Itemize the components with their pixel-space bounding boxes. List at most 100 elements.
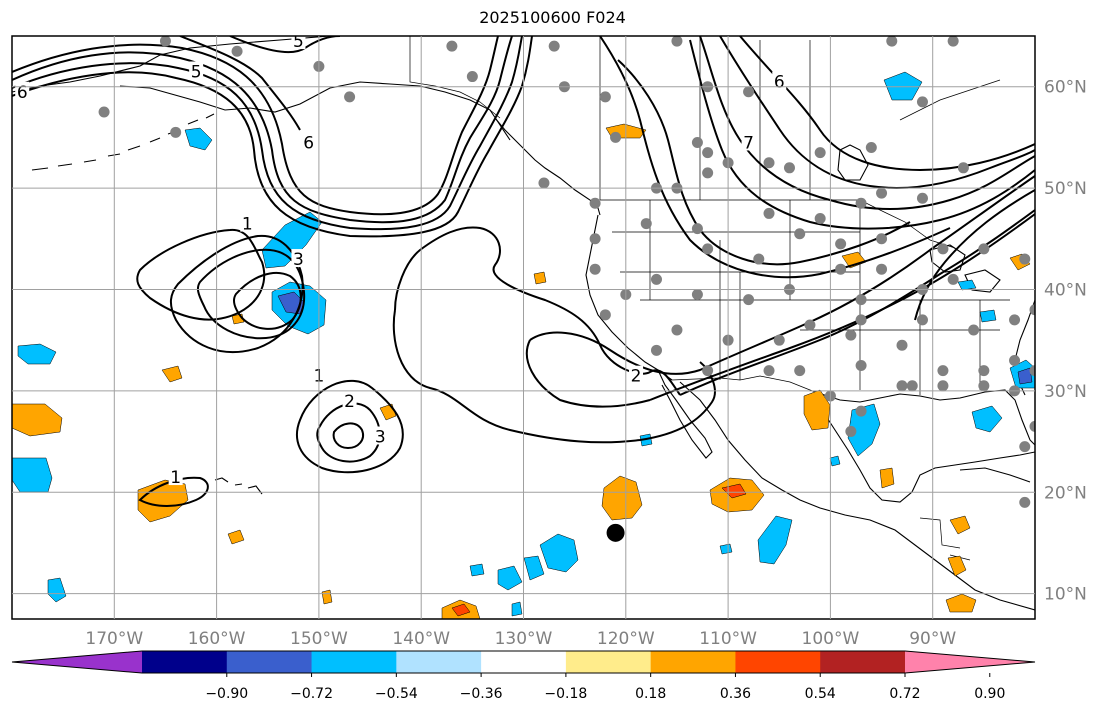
station-dot xyxy=(743,294,755,306)
colorbar-tick-label: 0.72 xyxy=(889,686,920,702)
positive-anomaly-area xyxy=(321,589,333,605)
contour-line xyxy=(679,209,1035,396)
station-dot xyxy=(855,360,867,372)
colorbar-segment xyxy=(565,651,652,673)
us-canada-border xyxy=(600,199,956,249)
us-state-lines xyxy=(612,200,1010,395)
negative-anomaly-area xyxy=(511,601,523,617)
station-dot xyxy=(691,136,703,148)
station-dot xyxy=(886,36,898,47)
strong-positive-anomaly-area xyxy=(451,603,471,617)
station-dot xyxy=(1009,354,1021,366)
station-dot xyxy=(876,233,888,245)
station-dot xyxy=(916,192,928,204)
colorbar-tick-label: −0.36 xyxy=(460,686,503,702)
contour-line xyxy=(296,379,404,474)
negative-anomaly-area xyxy=(957,279,977,291)
station-markers xyxy=(98,36,1035,508)
station-dot xyxy=(937,365,949,377)
contour-line xyxy=(12,36,499,216)
station-dot xyxy=(968,324,980,336)
contour-label-background xyxy=(342,391,357,410)
station-dot xyxy=(702,365,714,377)
contour-label-background xyxy=(373,426,388,445)
colorbar-segment xyxy=(481,651,567,673)
station-dot xyxy=(589,263,601,275)
latitude-label: 50°N xyxy=(1044,179,1087,199)
coastlines xyxy=(12,36,1035,611)
contour-line xyxy=(12,36,533,238)
colorbar-extend-high xyxy=(905,651,1035,673)
contour-label: 5 xyxy=(293,32,304,52)
station-dot xyxy=(446,40,458,52)
contour-label: 7 xyxy=(743,133,754,153)
contour-line xyxy=(179,36,301,131)
longitude-label: 130°W xyxy=(495,629,553,649)
station-dot xyxy=(763,157,775,169)
station-dot xyxy=(671,324,683,336)
station-dot xyxy=(599,309,611,321)
station-dot xyxy=(876,187,888,199)
alaska-north-coast xyxy=(12,36,331,93)
station-dot xyxy=(344,91,356,103)
contour-label-background xyxy=(629,365,644,384)
colorbar-tick-label: −0.18 xyxy=(544,686,587,702)
station-dot xyxy=(691,223,703,235)
contour-line xyxy=(599,36,951,279)
station-dot xyxy=(650,344,662,356)
latitude-label: 60°N xyxy=(1044,78,1087,98)
colorbar-segment xyxy=(820,651,906,673)
station-dot xyxy=(538,177,550,189)
positive-anomaly-area xyxy=(879,467,895,489)
station-dot xyxy=(743,86,755,98)
colorbar-tick-label: −0.90 xyxy=(205,686,248,702)
contour-label-background xyxy=(240,213,255,232)
colorbar-segment xyxy=(142,651,228,673)
contour-line xyxy=(12,36,523,231)
station-dot xyxy=(589,197,601,209)
baja-california xyxy=(657,369,713,459)
contour-label-background xyxy=(168,467,183,486)
station-dot xyxy=(691,289,703,301)
colorbar-tick-label: 0.54 xyxy=(805,686,836,702)
positive-anomaly-area xyxy=(227,529,245,545)
contour-line xyxy=(689,39,1035,230)
station-dot xyxy=(548,40,560,52)
longitude-label: 120°W xyxy=(597,629,655,649)
station-dot xyxy=(896,339,908,351)
station-dot xyxy=(763,365,775,377)
station-dot xyxy=(231,45,243,57)
negative-anomaly-area xyxy=(17,343,57,365)
station-dot xyxy=(1019,496,1031,508)
map-title: 2025100600 F024 xyxy=(479,8,626,27)
station-dot xyxy=(978,365,990,377)
negative-anomaly-area xyxy=(12,457,53,493)
negative-anomaly-area xyxy=(523,555,545,581)
longitude-label: 150°W xyxy=(290,629,348,649)
contour-label-background xyxy=(772,71,787,90)
station-dot xyxy=(783,162,795,174)
longitude-label: 140°W xyxy=(392,629,450,649)
hudson-bay-coast xyxy=(837,144,869,181)
station-dot xyxy=(896,380,908,392)
colorbar-segment xyxy=(226,651,313,673)
contour-label-background xyxy=(741,132,756,151)
station-dot xyxy=(855,294,867,306)
negative-anomaly-area xyxy=(979,309,997,323)
station-dot xyxy=(170,126,182,138)
negative-anomaly-area xyxy=(497,565,523,591)
negative-anomaly-area xyxy=(757,515,793,565)
positive-anomaly-area xyxy=(533,271,547,285)
longitude-label: 100°W xyxy=(802,629,860,649)
station-dot xyxy=(1019,441,1031,453)
station-dot xyxy=(1009,314,1021,326)
mexico-west-coast xyxy=(679,381,1035,611)
positive-anomaly-area xyxy=(803,389,831,431)
station-dot xyxy=(845,425,857,437)
negative-anomaly-area xyxy=(829,455,841,467)
station-dot xyxy=(702,243,714,255)
station-dot xyxy=(855,314,867,326)
station-dot xyxy=(937,380,949,392)
contour-label-background xyxy=(291,36,306,50)
